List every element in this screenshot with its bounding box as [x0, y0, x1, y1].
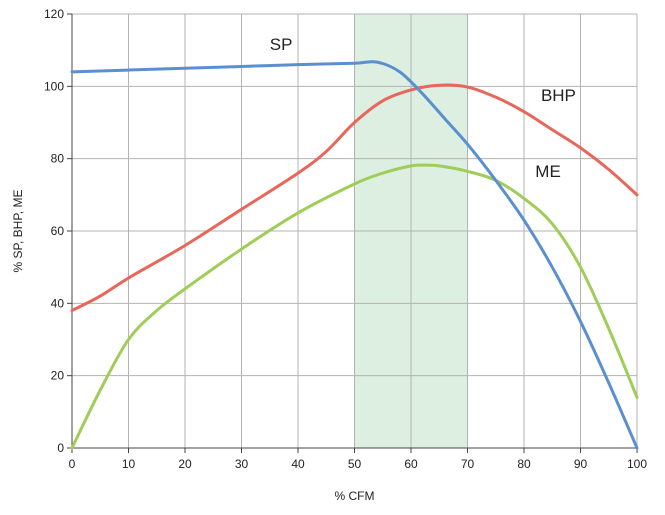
axis-layer: 0 10 20 30 40 50 60 70 80 90 100 0 20 40 60 80 100 120 — [44, 7, 647, 471]
y-tick-label: 0 — [57, 441, 64, 455]
x-tick-label: 70 — [461, 457, 475, 471]
x-tick-label: 30 — [235, 457, 249, 471]
y-axis-title: % SP, BHP, ME — [11, 190, 25, 273]
y-tick-label: 80 — [51, 152, 65, 166]
x-tick-label: 90 — [574, 457, 588, 471]
label-layer: SP BHP ME — [270, 35, 576, 181]
series-line-sp — [70, 60, 639, 450]
x-tick-label: 100 — [627, 457, 647, 471]
x-tick-label: 20 — [178, 457, 192, 471]
series-label-bhp: BHP — [541, 86, 576, 105]
series-line-bhp — [70, 83, 639, 313]
x-tick-label: 80 — [517, 457, 531, 471]
y-tick-label: 40 — [51, 296, 65, 310]
series-line-me — [70, 163, 639, 450]
y-tick-label: 100 — [44, 79, 64, 93]
x-tick-label: 40 — [291, 457, 305, 471]
x-tick-label: 10 — [122, 457, 136, 471]
series-label-me: ME — [535, 162, 561, 181]
y-tick-label: 20 — [51, 369, 65, 383]
y-tick-label: 120 — [44, 7, 64, 21]
y-tick-label: 60 — [51, 224, 65, 238]
x-tick-label: 50 — [348, 457, 362, 471]
x-axis-title: % CFM — [335, 489, 375, 503]
series-label-sp: SP — [270, 35, 293, 54]
x-tick-label: 60 — [404, 457, 418, 471]
grid-layer — [71, 13, 638, 449]
x-tick-label: 0 — [69, 457, 76, 471]
series-layer — [70, 60, 639, 450]
